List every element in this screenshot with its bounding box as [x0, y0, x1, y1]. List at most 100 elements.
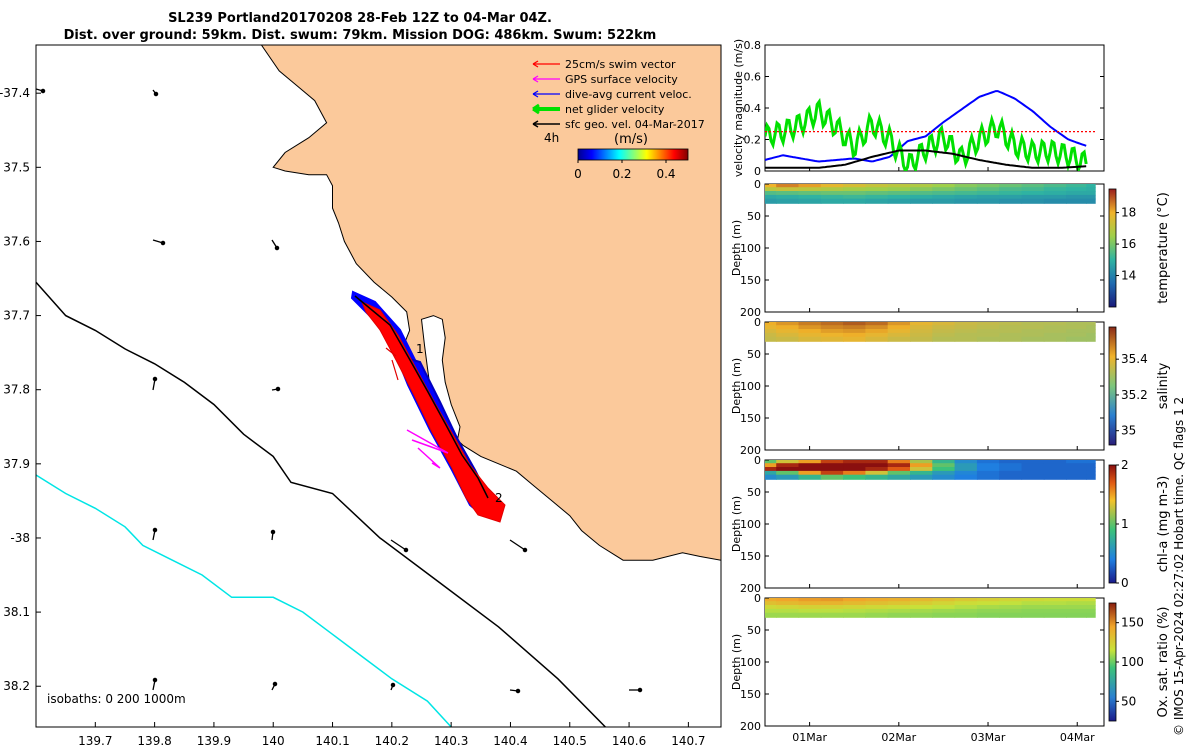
track-label-start: 1 [416, 342, 424, 356]
profile-cell [765, 598, 777, 602]
profile-cell [954, 325, 978, 330]
profile-cell [887, 463, 911, 468]
profile-cell [765, 184, 777, 188]
profile-cell [932, 605, 956, 610]
profile-cell [1021, 463, 1045, 468]
geo-arrow [152, 239, 166, 246]
profile-cell [887, 608, 911, 614]
map-x-tick-label: 140 [262, 734, 285, 748]
profile-cell [954, 598, 978, 602]
profile-cell [843, 336, 866, 342]
profile-cell [1066, 460, 1087, 464]
profile-cell [910, 198, 933, 204]
depth-tick-label: 0 [754, 178, 761, 191]
profile-cell [887, 194, 911, 200]
map-x-tick-label: 139.7 [78, 734, 112, 748]
colorbar-tick-label: 35.2 [1121, 388, 1148, 402]
profile-cell [865, 467, 889, 472]
profile-cell [999, 460, 1023, 464]
profile-cell [976, 460, 1000, 464]
profile-cell [776, 191, 800, 196]
profile-cell [910, 460, 933, 464]
profile-cell [865, 336, 889, 342]
profile-cell [954, 463, 978, 468]
profile-cell [910, 191, 933, 196]
profile-cell [843, 463, 866, 468]
profile-cell [1021, 336, 1045, 342]
depth-tick-label: 50 [747, 348, 761, 361]
profile-cell [1086, 198, 1096, 204]
profile-cell [776, 463, 800, 468]
profile-cell [954, 336, 978, 342]
geo-arrow [271, 386, 281, 392]
map-y-tick-label: -38 [10, 531, 30, 545]
colorbar-label: temperature (°C) [1156, 192, 1171, 304]
profile-cell [820, 329, 844, 334]
profile-cell [865, 470, 889, 476]
profile-cell [1086, 460, 1096, 464]
colorbar-tick-label: 35 [1121, 424, 1136, 438]
profile-cell [1086, 184, 1096, 188]
profile-cell [798, 601, 822, 606]
profile-cell [1043, 601, 1067, 606]
legend-item-swim: 25cm/s swim vector [532, 58, 676, 71]
profile-cell [1021, 598, 1045, 602]
profile-cell [999, 198, 1023, 204]
profile-cell [954, 612, 978, 618]
profile-cell [798, 187, 822, 192]
profile-cell [798, 612, 822, 618]
depth-tick-label: 200 [740, 306, 761, 319]
profile-cell [999, 605, 1023, 610]
profile-cell [976, 191, 1000, 196]
profile-cell [932, 325, 956, 330]
profile-cell [765, 601, 777, 606]
profile-cell [932, 322, 956, 326]
velocity-y-tick-label: 0.2 [744, 134, 762, 147]
profile-cell [1066, 187, 1087, 192]
profile-cell [798, 467, 822, 472]
colorbar-tick-label: 150 [1121, 616, 1144, 630]
profile-cell [887, 598, 911, 602]
profile-cell [910, 322, 933, 326]
profile-cell [932, 608, 956, 614]
profile-cell [1043, 332, 1067, 338]
profile-cell [976, 336, 1000, 342]
geo-arrow [152, 376, 158, 391]
profile-cell [820, 336, 844, 342]
profile-cell [1043, 187, 1067, 192]
profile-cell [865, 612, 889, 618]
profile-cell [798, 329, 822, 334]
profile-cell [1043, 470, 1067, 476]
profile-cell [910, 184, 933, 188]
profile-colorbar [1108, 326, 1117, 446]
profile-cell [999, 608, 1023, 614]
profile-cell [1043, 463, 1067, 468]
profile-cell [954, 460, 978, 464]
isobath-200m-line [36, 281, 606, 727]
profile-cell [765, 187, 777, 192]
legend-item-dive-avg: dive-avg current veloc. [532, 88, 692, 101]
profile-cell [820, 467, 844, 472]
profile-cell [910, 601, 933, 606]
map-frame [35, 44, 722, 728]
geo-arrow [629, 687, 643, 693]
profile-cell [976, 187, 1000, 192]
map-x-tick-label: 140.7 [671, 734, 705, 748]
depth-axis-label: Depth (m) [730, 496, 743, 552]
profile-cell [1086, 329, 1096, 334]
profile-cell [765, 612, 777, 618]
profile-cell [798, 322, 822, 326]
depth-tick-label: 100 [740, 380, 761, 393]
legend-item-net: net glider velocity [532, 103, 665, 116]
depth-tick-label: 100 [740, 518, 761, 531]
profile-cell [798, 194, 822, 200]
profile-cell [798, 325, 822, 330]
map-y-tick-label: -37.4 [0, 86, 30, 100]
profile-cell [765, 463, 777, 468]
geo-arrow [270, 529, 276, 541]
profile-cell [1043, 612, 1067, 618]
velocity-y-tick-label: 0.4 [744, 102, 762, 115]
profile-cell [1021, 470, 1045, 476]
profile-cell [1086, 187, 1096, 192]
profile-cell [820, 332, 844, 338]
